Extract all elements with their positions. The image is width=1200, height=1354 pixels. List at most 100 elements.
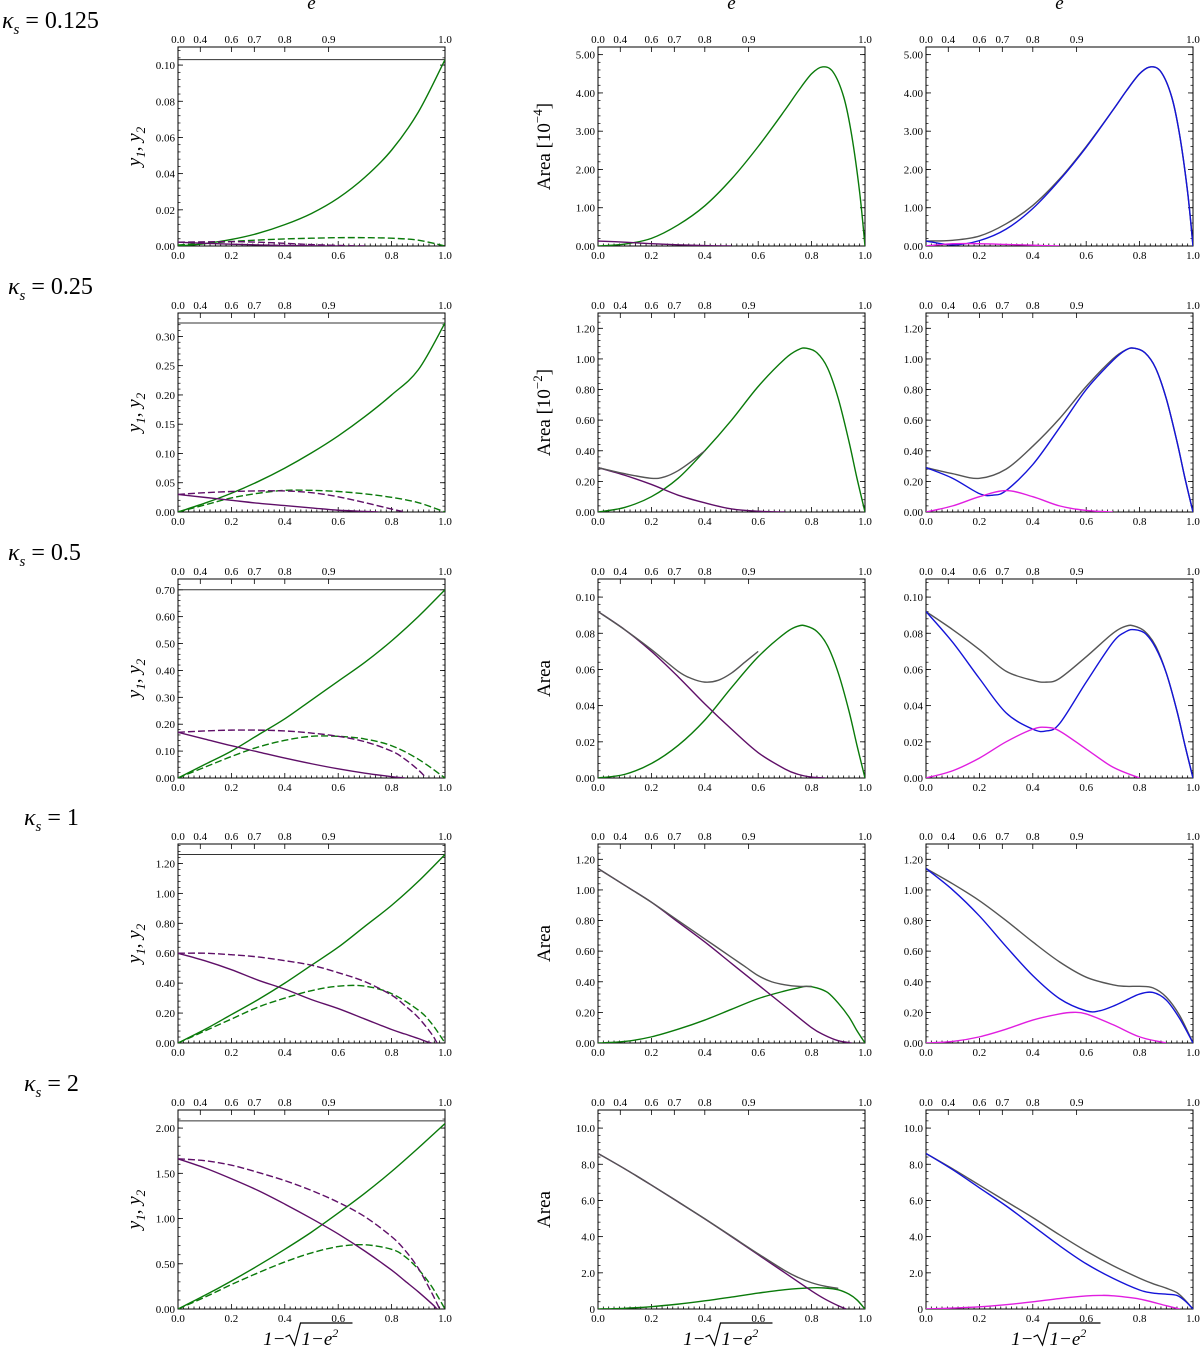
y-tick-label: 0: [918, 1304, 924, 1316]
data-layer: [926, 610, 1193, 778]
y-tick-label: 0.15: [156, 419, 176, 431]
y-tick-label: 0.60: [576, 946, 596, 958]
x-ticks-bottom: 0.0 0.2 0.4 0.6 0.8 1.0: [591, 1038, 872, 1059]
y-tick-label: 0.30: [156, 331, 176, 343]
x-top-tick-label: 0.6: [973, 831, 987, 843]
y-ticks: 0.00 1.00 2.00 3.00 4.00 5.00: [576, 46, 865, 253]
label-part: 1: [133, 151, 148, 158]
series-line-green: [178, 59, 445, 246]
x-top-tick-label: 0.8: [698, 566, 712, 578]
series-line-gray: [926, 610, 1193, 778]
x-tick-label: 1.0: [1186, 516, 1200, 528]
x-tick-label: 0.4: [698, 1047, 712, 1059]
x-tick-label: 0.2: [645, 516, 659, 528]
y-tick-label: 5.00: [576, 50, 596, 62]
y-tick-label: 4.00: [576, 88, 596, 100]
plot-frame: [597, 843, 866, 1044]
label-part: ,: [124, 408, 145, 418]
x-top-tick-label: 0.6: [645, 1097, 659, 1109]
x-tick-label: 0.0: [919, 250, 933, 262]
x-tick-label: 0.4: [278, 782, 292, 794]
plot-frame: [597, 578, 866, 779]
series-line-blue: [926, 66, 1193, 246]
y-tick-label: 0.02: [576, 737, 595, 749]
x-tick-label: 1.0: [858, 782, 872, 794]
series-line-blue: [926, 611, 1193, 778]
label-part: 1: [133, 1214, 148, 1221]
y-ticks: 0.00 0.10 0.20 0.30 0.40 0.50 0.60 0.70: [156, 578, 445, 785]
x-tick-label: 0.8: [385, 1047, 399, 1059]
data-layer: [926, 66, 1193, 246]
y-tick-label: 4.0: [909, 1232, 923, 1244]
x-top-tick-label: 0.6: [225, 300, 239, 312]
x-top-tick-label: 0.9: [1070, 831, 1084, 843]
x-tick-label: 0.8: [805, 250, 819, 262]
x-tick-label: 0.0: [919, 1047, 933, 1059]
x-top-tick-label: 0.4: [193, 1097, 207, 1109]
x-bottom-axis-label: 1−: [1011, 1329, 1033, 1350]
x-tick-label: 1.0: [1186, 1313, 1200, 1325]
x-ticks-bottom: 0.0 0.2 0.4 0.6 0.8 1.0: [919, 507, 1200, 528]
x-tick-label: 0.2: [973, 1313, 987, 1325]
x-tick-label: 0.0: [171, 782, 185, 794]
x-tick-label: 0.6: [1079, 1047, 1093, 1059]
x-tick-label: 0.8: [1133, 1313, 1147, 1325]
x-top-tick-label: 0.4: [193, 831, 207, 843]
y-ticks: 0 2.0 4.0 6.0 8.0 10.0: [576, 1113, 865, 1316]
series-line-gray: [926, 867, 1193, 1043]
label-part: y: [124, 689, 145, 700]
plot-frame: [925, 843, 1194, 1044]
x-top-tick-label: 1.0: [1186, 566, 1200, 578]
x-tick-label: 0.2: [225, 1047, 239, 1059]
sqrt-sign: [705, 1322, 773, 1347]
y-tick-label: 0.30: [156, 692, 176, 704]
x-top-tick-label: 0.6: [645, 566, 659, 578]
x-top-tick-label: 0.7: [247, 34, 261, 46]
y-tick-label: 0.06: [576, 664, 596, 676]
y-tick-label: 8.0: [909, 1159, 923, 1171]
y-tick-label: 3.00: [904, 126, 924, 138]
y-ticks: 0 2.0 4.0 6.0 8.0 10.0: [904, 1113, 1193, 1316]
x-top-tick-label: 0.9: [742, 300, 756, 312]
y-tick-label: 4.00: [904, 88, 924, 100]
y-tick-label: 0.80: [576, 916, 596, 928]
x-top-tick-label: 0.4: [613, 566, 627, 578]
series-line-green: [598, 985, 865, 1043]
label-part: y: [124, 133, 145, 144]
x-top-tick-label: 0.0: [171, 300, 185, 312]
panel-r1-c2: 0.0 0.2 0.4 0.6 0.8 1.00.0 0.4 0.6 0.7 0.8 0.9 1.00…: [530, 0, 872, 262]
label-part: κ: [24, 805, 36, 831]
x-bottom-axis-label-radicand: 1−e2: [722, 1326, 759, 1350]
x-tick-label: 0.4: [278, 1047, 292, 1059]
x-tick-label: 1.0: [858, 1047, 872, 1059]
x-top-tick-label: 1.0: [438, 1097, 452, 1109]
x-top-tick-label: 0.7: [667, 566, 681, 578]
x-tick-label: 0.2: [225, 250, 239, 262]
x-top-tick-label: 0.6: [973, 300, 987, 312]
label-part: = 2: [41, 1071, 79, 1097]
x-ticks-bottom: 0.0 0.2 0.4 0.6 0.8 1.0: [919, 773, 1200, 794]
x-top-tick-label: 0.9: [322, 300, 336, 312]
x-tick-label: 0.8: [1133, 516, 1147, 528]
x-top-tick-label: 1.0: [438, 300, 452, 312]
label-part: = 0.125: [19, 8, 99, 34]
label-part: 1: [133, 683, 148, 690]
y-tick-label: 0.40: [156, 978, 176, 990]
label-part: y: [124, 423, 145, 434]
y-ticks: 0.00 0.20 0.40 0.60 0.80 1.00 1.20: [904, 846, 1193, 1050]
x-tick-label: 0.0: [171, 1047, 185, 1059]
x-tick-label: 0.2: [225, 516, 239, 528]
y-tick-label: 0.20: [576, 1007, 596, 1019]
series-line-green: [178, 589, 445, 778]
label-part: = 0.25: [25, 274, 93, 300]
x-tick-label: 0.2: [973, 782, 987, 794]
label-part: s: [36, 1085, 42, 1101]
x-ticks-bottom: 0.0 0.2 0.4 0.6 0.8 1.0: [171, 1038, 452, 1059]
y-axis-label: Area [10−2]: [530, 369, 555, 456]
row-label-kappa: κs = 2: [24, 1071, 79, 1101]
x-top-tick-label: 0.9: [742, 566, 756, 578]
y-tick-label: 0.20: [904, 476, 924, 488]
x-tick-label: 0.8: [385, 250, 399, 262]
label-part: y: [124, 399, 145, 410]
x-tick-label: 0.2: [645, 1047, 659, 1059]
